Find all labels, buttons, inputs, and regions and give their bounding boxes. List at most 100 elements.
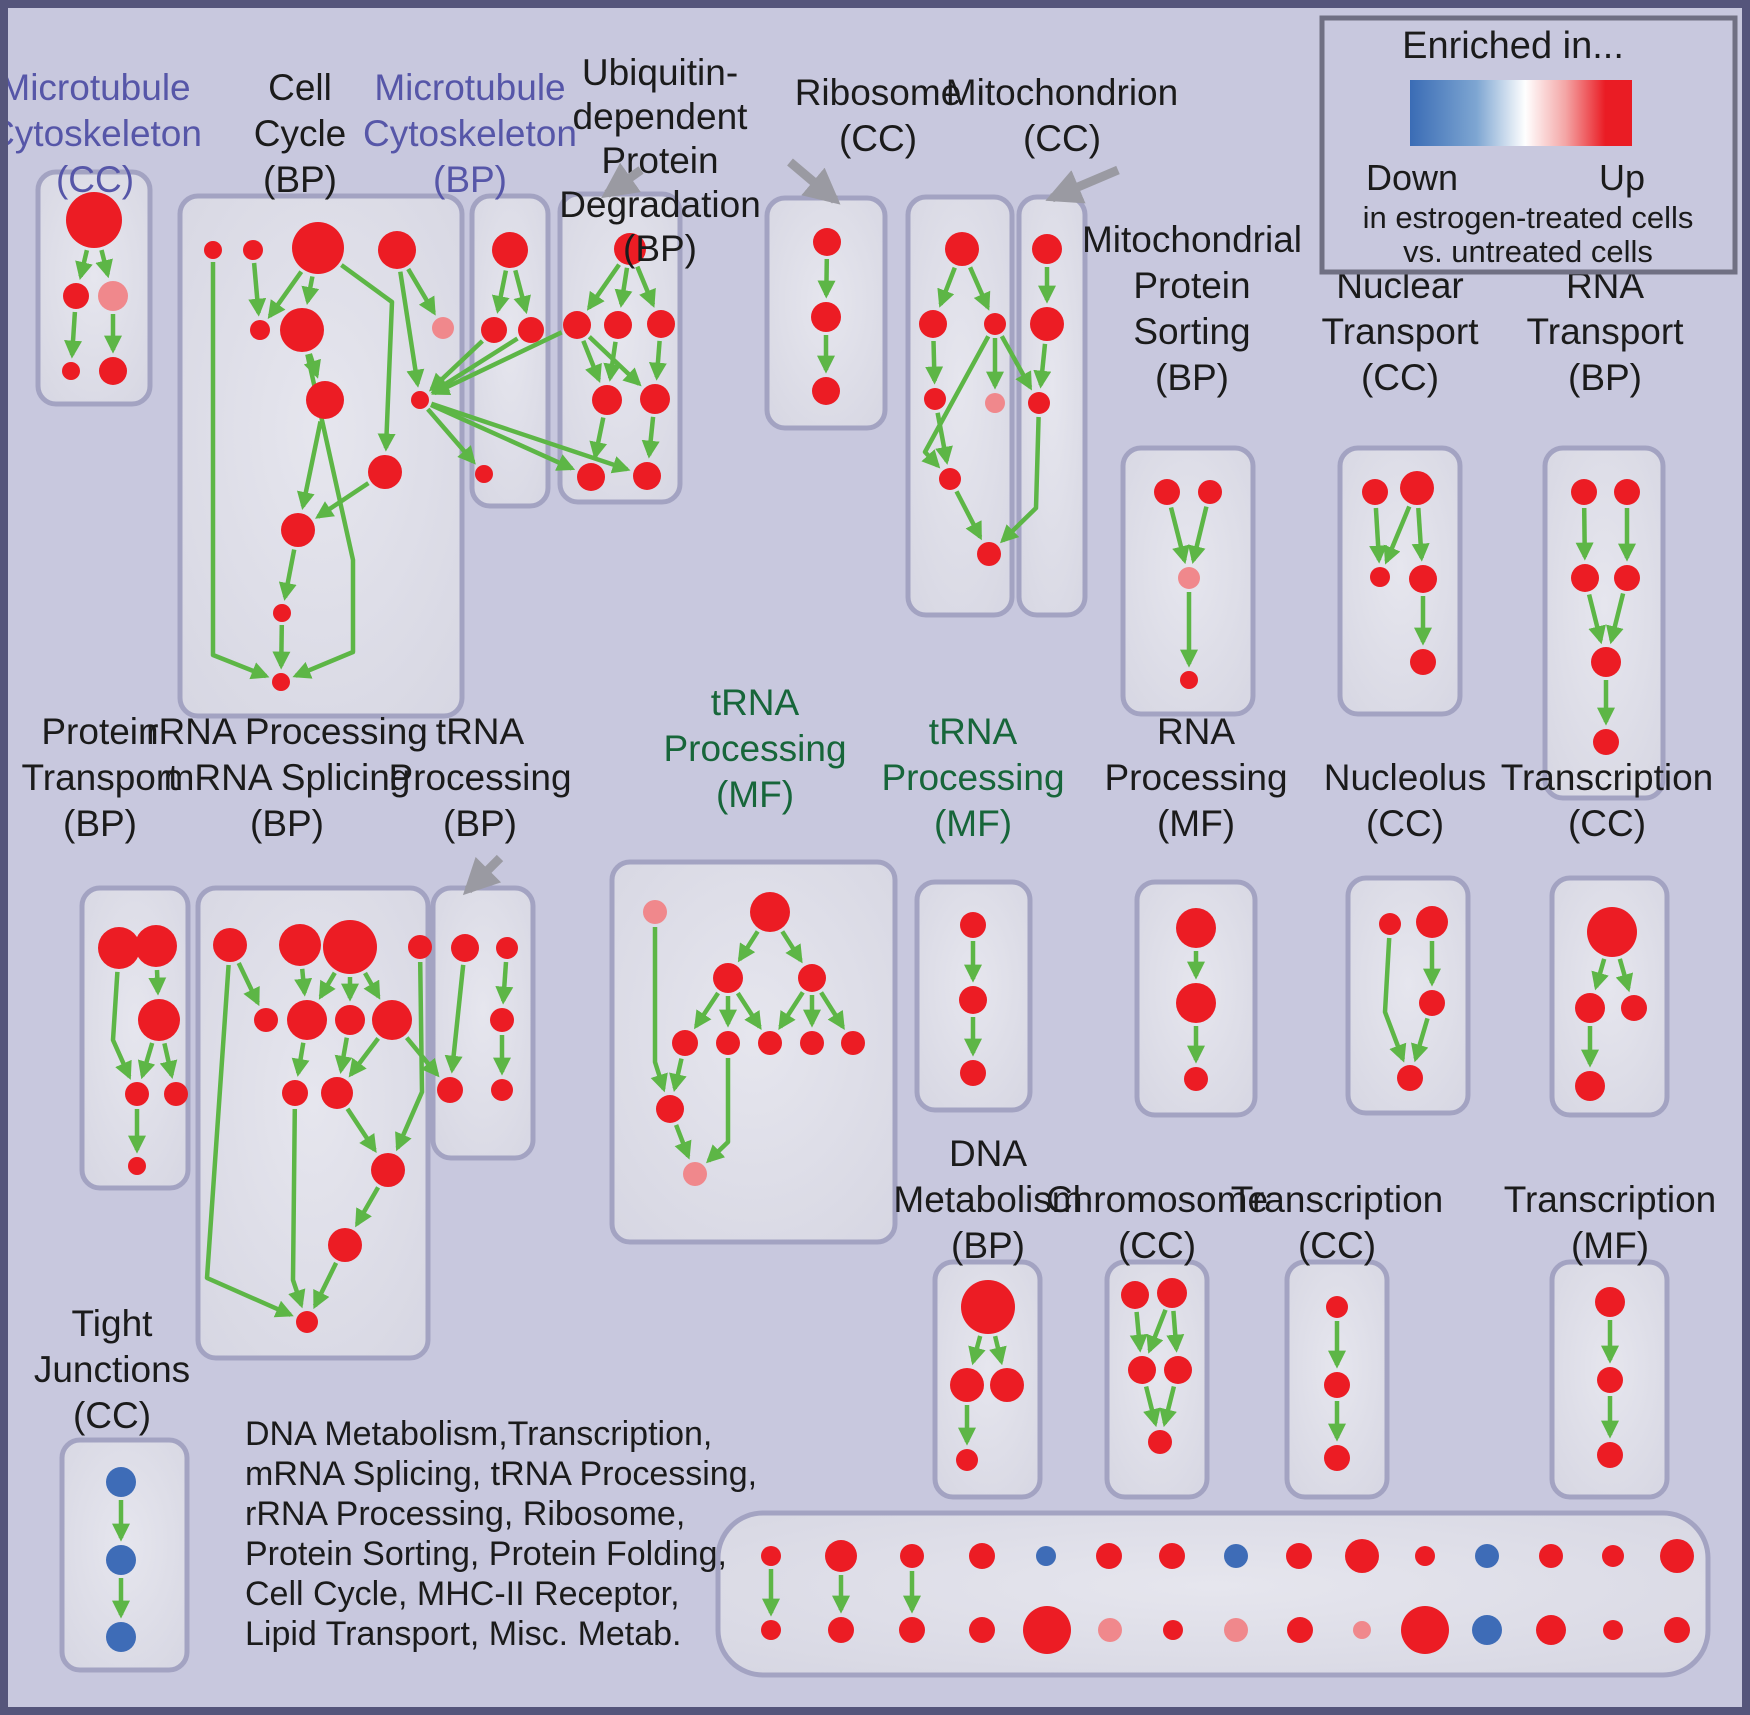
enrichment-edge <box>1411 507 1430 562</box>
go-term-node <box>282 1080 308 1106</box>
group-label-ribosome-cc: Ribosome (CC) <box>795 72 962 159</box>
group-label-line: Processing <box>663 728 846 769</box>
group-label-line: dependent <box>573 96 749 137</box>
go-term-node <box>306 381 344 419</box>
group-boxes-layer <box>35 169 1711 1678</box>
enrichment-edge <box>363 971 381 1000</box>
group-label-line: Mitochondrial <box>1082 219 1302 260</box>
enrichment-edge <box>1382 937 1407 1063</box>
go-term-node <box>1621 995 1647 1021</box>
enrichment-edge <box>236 962 260 1007</box>
enrichment-edge <box>737 930 760 963</box>
go-term-node <box>437 1077 463 1103</box>
go-term-node <box>411 391 429 409</box>
go-term-node <box>243 240 263 260</box>
group-label-line: (BP) <box>250 803 324 844</box>
go-term-node <box>98 281 128 311</box>
go-term-node <box>811 302 841 332</box>
go-term-node <box>1148 1430 1172 1454</box>
enrichment-edge <box>921 335 991 469</box>
enrichment-edge <box>603 341 622 382</box>
group-label-line: Junctions <box>34 1349 190 1390</box>
go-term-node <box>292 222 344 274</box>
group-label-transcription-cc-mid: Transcription (CC) <box>1501 757 1713 844</box>
go-term-node <box>798 964 826 992</box>
enrichment-edge <box>669 1058 687 1093</box>
enrichment-edge <box>935 412 953 465</box>
enrichment-edge <box>426 407 476 465</box>
go-term-node <box>1023 1606 1071 1654</box>
enrichment-edge <box>312 1261 339 1310</box>
enrichment-edge <box>1143 1385 1161 1428</box>
go-term-node <box>1379 913 1401 935</box>
go-term-node <box>296 1311 318 1333</box>
go-term-node <box>164 1082 188 1106</box>
group-label-microtubule-cytoskeleton-cc: Microtubule Cytoskeleton (CC) <box>0 67 202 200</box>
go-term-node <box>273 604 291 622</box>
cluster-list-text: DNA Metabolism,Transcription, mRNA Splici… <box>245 1415 757 1653</box>
enrichment-edge <box>694 991 720 1030</box>
go-term-node <box>1591 647 1621 677</box>
enrichment-edge <box>819 991 845 1030</box>
enrichment-edge <box>968 1335 986 1366</box>
group-label-line: Transport <box>1527 311 1685 352</box>
cluster-list-line: Protein Sorting, Protein Folding, <box>245 1535 727 1573</box>
go-term-node <box>812 377 840 405</box>
go-term-node <box>828 1617 854 1643</box>
go-term-node <box>1224 1618 1248 1642</box>
group-label-line: Nucleolus <box>1324 757 1486 798</box>
enrichment-edge <box>1146 1308 1168 1354</box>
group-label-line: (MF) <box>716 774 794 815</box>
go-term-node <box>577 463 605 491</box>
go-term-node <box>491 1079 513 1101</box>
go-term-node <box>1614 479 1640 505</box>
go-term-node <box>1362 479 1388 505</box>
cluster-list-line: DNA Metabolism,Transcription, <box>245 1415 712 1453</box>
group-label-trna-processing-mf-small: tRNA Processing (MF) <box>881 711 1064 844</box>
go-term-node <box>1472 1615 1502 1645</box>
enrichment-edge <box>491 270 510 314</box>
go-term-node <box>451 934 479 962</box>
go-term-node <box>959 986 987 1014</box>
group-label-line: (CC) <box>56 159 134 200</box>
go-term-node <box>1028 392 1050 414</box>
enrichment-edge <box>1615 958 1634 993</box>
group-label-line: (CC) <box>1118 1225 1196 1266</box>
group-label-line: Transcription <box>1231 1179 1443 1220</box>
go-term-node <box>432 317 454 339</box>
go-term-node <box>1324 1445 1350 1471</box>
group-label-line: Microtubule <box>374 67 565 108</box>
enrichment-edge <box>999 335 1033 391</box>
enrichment-edge <box>780 930 803 964</box>
go-term-node <box>1400 471 1434 505</box>
group-label-line: (BP) <box>433 159 507 200</box>
group-label-line: (CC) <box>73 1395 151 1436</box>
enrichment-edge <box>303 353 321 379</box>
enrichment-edge <box>210 262 270 680</box>
go-term-node <box>750 892 790 932</box>
go-term-node <box>62 362 80 380</box>
go-term-node <box>66 192 122 248</box>
go-term-node <box>919 310 947 338</box>
go-term-node <box>1536 1615 1566 1645</box>
enrichment-edge <box>395 961 425 1152</box>
enrichment-edge <box>292 353 356 679</box>
group-label-mitochondrial-protein-sorting-bp: Mitochondrial Protein Sorting (BP) <box>1082 219 1302 398</box>
go-term-node <box>1159 1543 1185 1569</box>
enrichment-edge <box>1606 592 1626 645</box>
go-term-node <box>1032 234 1062 264</box>
enrichment-edge <box>495 961 514 1005</box>
go-term-node <box>761 1620 781 1640</box>
group-label-line: tRNA <box>929 711 1018 752</box>
group-label-microtubule-cytoskeleton-bp: Microtubule Cytoskeleton (BP) <box>363 67 577 200</box>
enrichment-edge <box>318 971 337 1000</box>
go-term-node <box>1475 1544 1499 1568</box>
go-term-node <box>1370 567 1390 587</box>
go-term-node <box>125 1082 149 1106</box>
enrichment-edge <box>404 1036 440 1078</box>
group-label-chromosome-cc: Chromosome (CC) <box>1046 1179 1268 1266</box>
go-term-node <box>1539 1544 1563 1568</box>
